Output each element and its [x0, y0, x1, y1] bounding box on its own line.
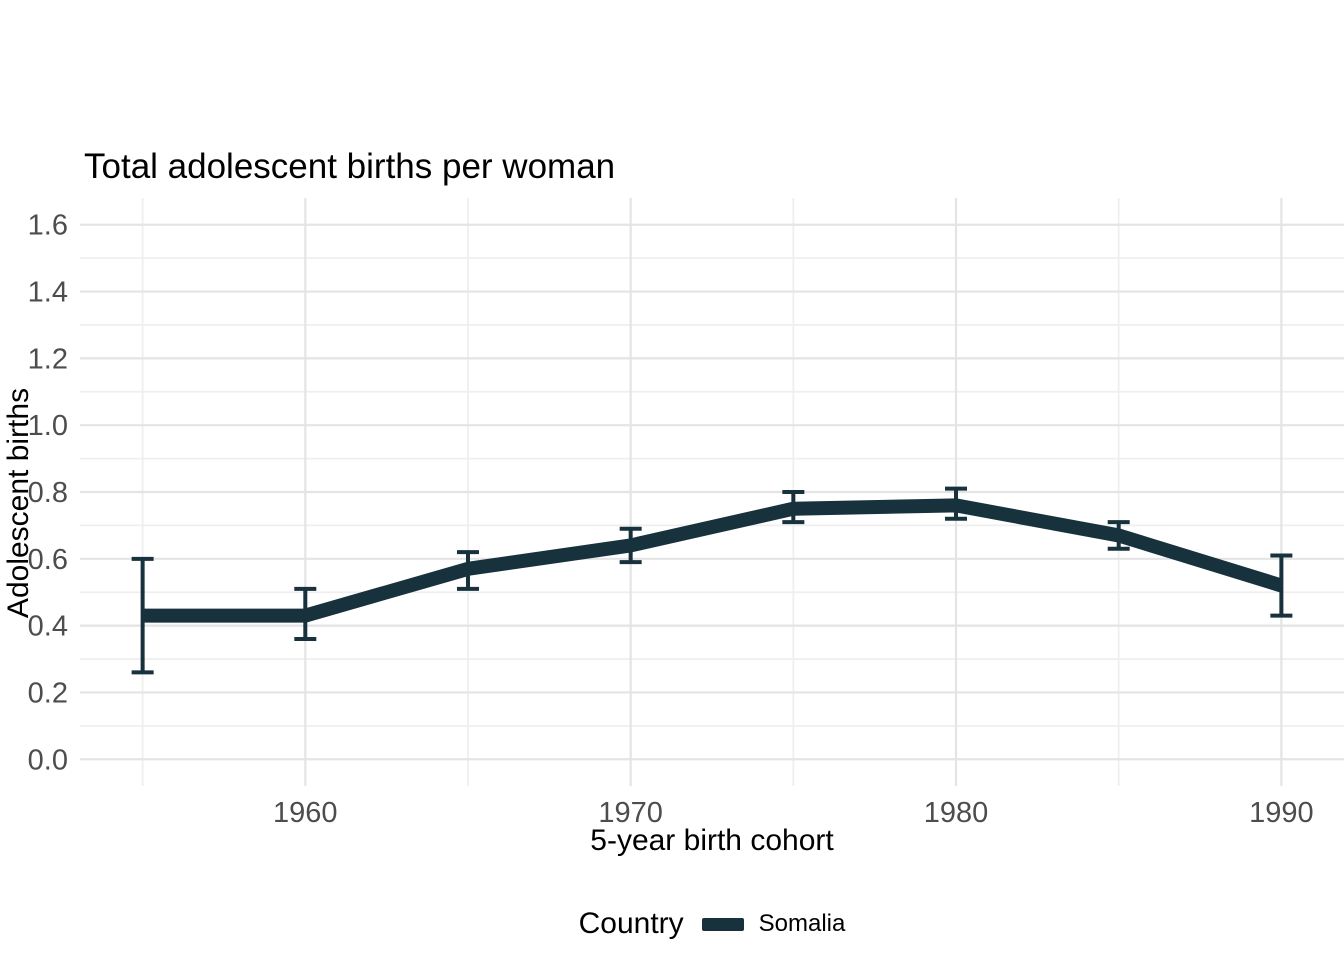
legend-label-somalia: Somalia [758, 910, 846, 937]
y-tick-label: 0.6 [28, 544, 68, 576]
x-axis-title: 5-year birth cohort [590, 824, 834, 857]
x-tick-label: 1960 [273, 797, 338, 829]
y-tick-label: 1.6 [28, 210, 68, 242]
error-bars [131, 486, 1293, 675]
legend: Country Somalia [80, 903, 1344, 945]
y-tick-label: 0.8 [28, 477, 68, 509]
y-tick-label: 1.0 [28, 410, 68, 442]
x-tick-label: 1990 [1249, 797, 1314, 829]
y-tick-label: 1.2 [28, 343, 68, 375]
series-line-somalia [142, 498, 1284, 623]
gridlines-minor [80, 198, 1344, 786]
gridlines-major [80, 198, 1344, 786]
x-tick-label: 1980 [924, 797, 989, 829]
y-tick-label: 0.0 [28, 744, 68, 776]
y-tick-labels: 0.0 0.2 0.4 0.6 0.8 1.0 1.2 1.4 1.6 [28, 210, 68, 777]
series-lines [142, 498, 1284, 623]
x-tick-label: 1970 [598, 797, 663, 829]
error-bar [1270, 553, 1293, 618]
legend-title: Country [578, 907, 684, 940]
y-tick-label: 1.4 [28, 277, 68, 309]
y-tick-label: 0.4 [28, 611, 68, 643]
y-tick-label: 0.2 [28, 677, 68, 709]
x-tick-labels: 1960 1970 1980 1990 [273, 797, 1314, 829]
legend-swatch-somalia [701, 917, 744, 931]
y-axis-title: Adolescent births [2, 388, 35, 618]
chart-title: Total adolescent births per woman [84, 147, 615, 186]
